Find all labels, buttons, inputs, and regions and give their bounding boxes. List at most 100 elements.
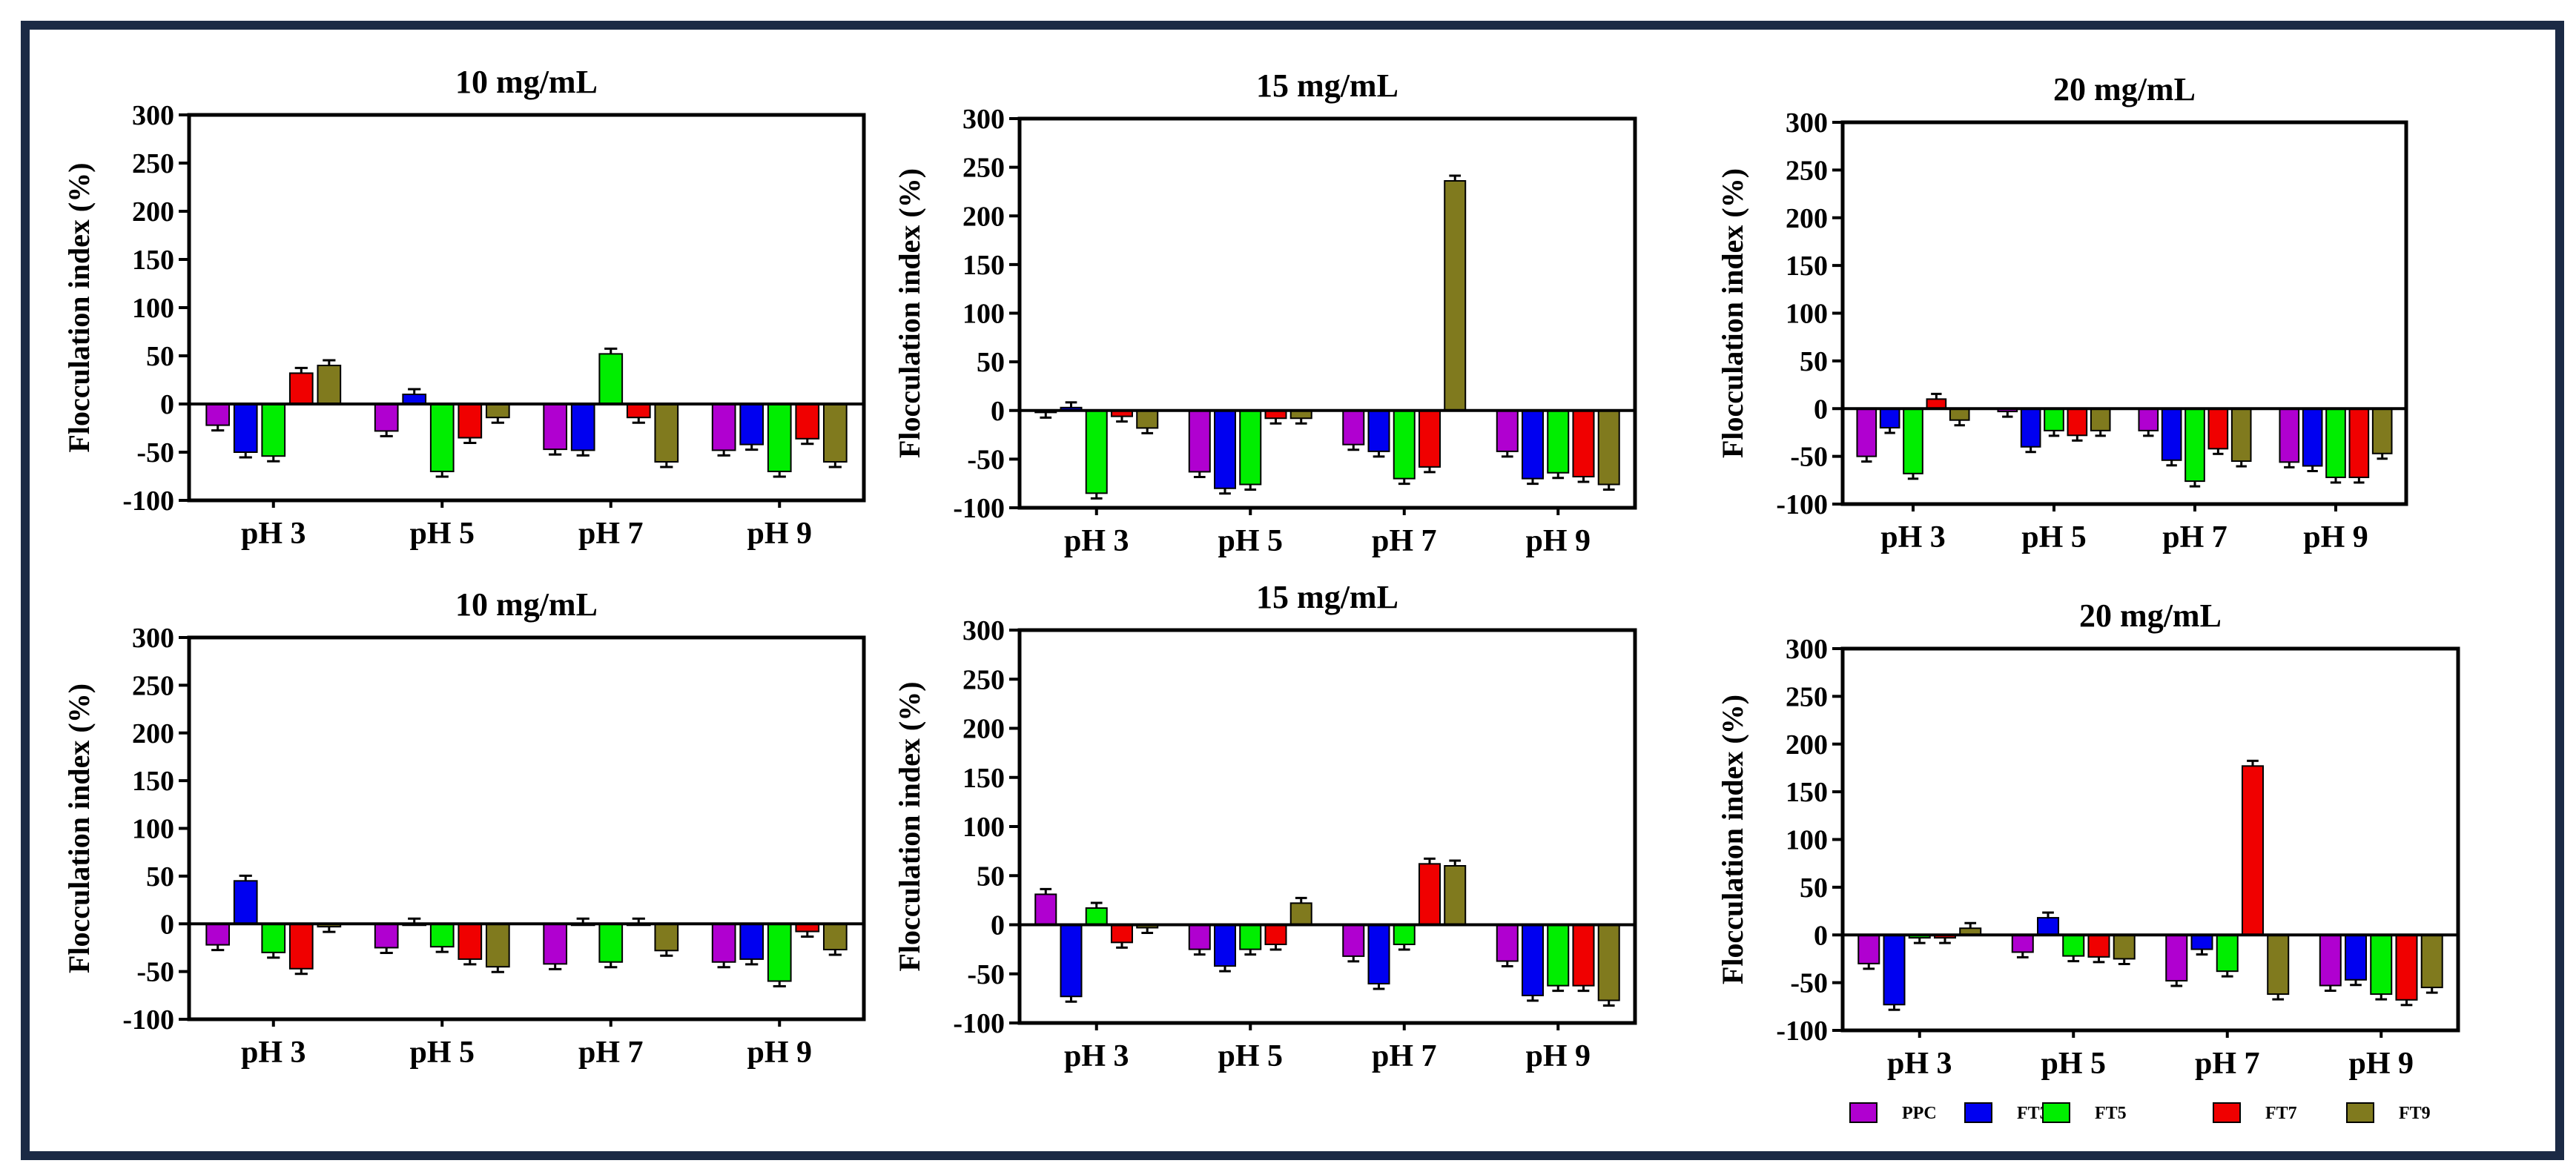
y-tick-label: -50 [136, 957, 174, 988]
bar-ft3-ph7 [2161, 408, 2182, 461]
y-tick-label: -50 [967, 444, 1005, 475]
bar-ft9-ph9 [822, 923, 848, 951]
bar-ft3-ph7 [2190, 934, 2213, 950]
bar-ppc-ph5 [374, 923, 399, 949]
bar-ppc-ph7 [543, 403, 568, 451]
x-category-label: pH 9 [747, 517, 812, 551]
bar-ft7-ph7 [1418, 409, 1441, 468]
y-tick-label: -50 [967, 959, 1005, 990]
y-tick-label: 150 [132, 766, 174, 797]
x-category-label: pH 3 [1880, 520, 1946, 554]
y-tick-label: 300 [1786, 107, 1828, 139]
y-tick-label: 250 [1786, 681, 1828, 712]
y-tick-label: 250 [962, 664, 1005, 695]
y-tick-label: 300 [132, 623, 174, 654]
bar-ft5-ph9 [767, 403, 792, 472]
bar-ft5-ph7 [1393, 409, 1416, 480]
bar-ft3-ph5 [2037, 917, 2060, 936]
bar-ft5-ph5 [429, 403, 455, 472]
bar-ft7-ph9 [2348, 408, 2370, 478]
x-category-label: pH 9 [1525, 1039, 1591, 1073]
bar-ppc-ph5 [2011, 934, 2034, 953]
y-tick-label: -100 [953, 1008, 1005, 1039]
x-category-label: pH 5 [409, 1036, 475, 1070]
bar-ft9-ph7 [1444, 180, 1467, 411]
x-category-label: pH 5 [1218, 1039, 1283, 1073]
bar-ft9-ph7 [654, 403, 679, 463]
bar-ft3-ph7 [1367, 409, 1390, 452]
bar-ft3-ph5 [1214, 924, 1237, 967]
x-category-label: pH 7 [578, 517, 644, 551]
bar-ft9-ph7 [1444, 865, 1467, 926]
chart-panel-3: 20 mg/mL Flocculation index (%) -100 -50 0 50… [1716, 71, 2408, 554]
bar-ft5-ph5 [1239, 924, 1262, 950]
chart-title: 10 mg/mL [455, 586, 598, 623]
bar-ppc-ph5 [1188, 924, 1211, 950]
bar-ft7-ph3 [288, 372, 314, 405]
bar-ft3-ph5 [1214, 409, 1237, 489]
y-tick-label: 0 [1814, 394, 1828, 425]
bar-ft5-ph3 [1085, 409, 1108, 494]
legend-swatch-ft9 [2346, 1102, 2374, 1123]
bar-ppc-ph9 [711, 923, 736, 963]
chart-title: 15 mg/mL [1256, 579, 1398, 615]
x-category-label: pH 5 [1218, 524, 1283, 558]
y-tick-label: -50 [1790, 968, 1828, 999]
bar-ft9-ph9 [2371, 408, 2393, 454]
y-tick-label: 150 [132, 245, 174, 276]
x-category-label: pH 7 [578, 1036, 644, 1070]
bar-ppc-ph9 [2319, 934, 2342, 987]
y-tick-label: -100 [1776, 1016, 1828, 1047]
bar-ppc-ph3 [1856, 408, 1877, 457]
y-tick-label: 0 [991, 910, 1005, 941]
bar-ft5-ph5 [1239, 409, 1262, 486]
y-tick-label: 100 [962, 812, 1005, 843]
bar-ft5-ph9 [2370, 934, 2393, 996]
y-tick-label: 200 [132, 718, 174, 749]
bar-ft7-ph5 [1264, 924, 1287, 945]
bar-ft7-ph5 [2067, 408, 2088, 437]
bar-ppc-ph5 [1188, 409, 1211, 473]
x-category-label: pH 9 [1525, 524, 1591, 558]
bar-ft9-ph3 [317, 365, 342, 405]
x-category-label: pH 3 [1887, 1047, 1952, 1081]
bar-ft9-ph7 [654, 923, 679, 952]
bar-ppc-ph3 [1034, 893, 1057, 926]
bar-ppc-ph3 [1857, 934, 1880, 964]
bar-ft9-ph5 [485, 403, 510, 419]
bar-ft3-ph3 [1879, 408, 1900, 428]
y-tick-label: 200 [962, 201, 1005, 232]
bar-ft5-ph7 [598, 353, 624, 405]
y-tick-label: 100 [1786, 299, 1828, 330]
bar-ppc-ph5 [374, 403, 399, 432]
bar-ft9-ph9 [822, 403, 848, 463]
legend-label-ft5: FT5 [2095, 1104, 2127, 1123]
bar-ft5-ph3 [261, 403, 286, 457]
y-tick-label: 0 [991, 396, 1005, 427]
y-tick-label: 0 [1814, 920, 1828, 951]
bar-ppc-ph7 [2165, 934, 2188, 982]
y-tick-label: 50 [146, 861, 174, 893]
y-tick-label: 150 [1786, 251, 1828, 282]
legend-swatch-ft5 [2042, 1102, 2070, 1123]
x-category-label: pH 7 [2195, 1047, 2260, 1081]
legend-label-ppc: PPC [1902, 1104, 1937, 1123]
y-tick-label: -100 [953, 493, 1005, 524]
y-tick-label: 100 [1786, 825, 1828, 856]
bar-ft9-ph5 [2090, 408, 2111, 431]
y-tick-label: 50 [977, 347, 1005, 378]
bar-ft9-ph9 [1597, 924, 1620, 1001]
bar-ppc-ph7 [1342, 924, 1365, 957]
y-tick-label: -50 [136, 437, 174, 468]
chart-title: 20 mg/mL [2079, 597, 2222, 634]
bar-ft5-ph9 [1547, 924, 1570, 987]
y-tick-label: 300 [132, 100, 174, 131]
x-category-label: pH 5 [409, 517, 475, 551]
y-tick-label: -50 [1790, 442, 1828, 473]
bar-ft7-ph9 [795, 403, 820, 440]
plot-frame [1017, 628, 1637, 1025]
y-tick-label: 200 [132, 196, 174, 228]
bar-ft5-ph7 [2216, 934, 2239, 973]
y-tick-label: 100 [132, 814, 174, 845]
bar-ft3-ph3 [1060, 924, 1083, 998]
